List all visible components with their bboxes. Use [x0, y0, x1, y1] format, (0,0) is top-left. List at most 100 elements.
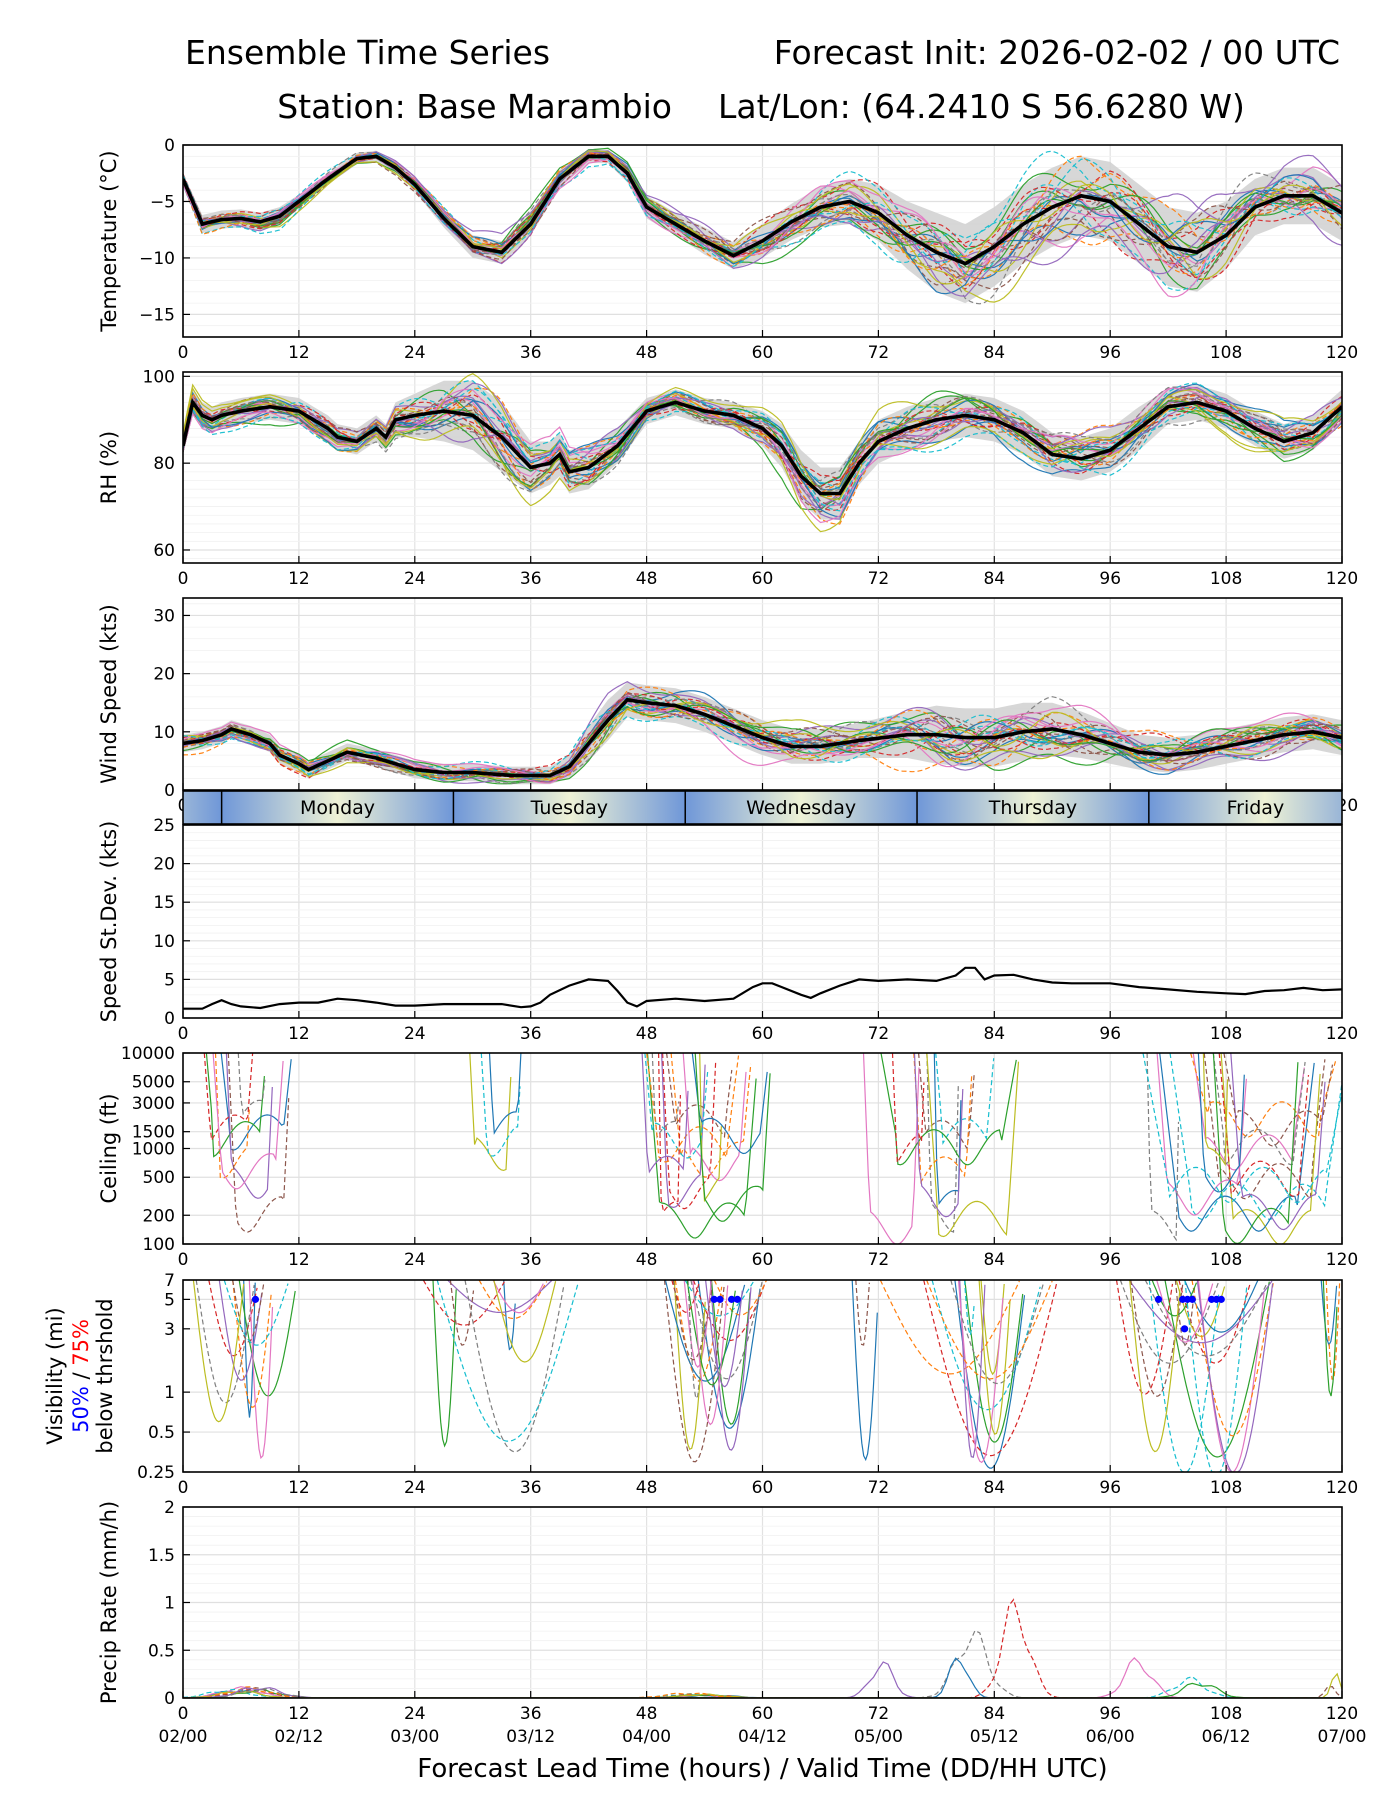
rh-ensemble-mean-line [183, 398, 1342, 496]
day-segment [221, 791, 454, 824]
day-label: Thursday [988, 797, 1077, 819]
visibility-member-line [1184, 1280, 1248, 1472]
speed-stdev-line [183, 966, 1342, 1010]
visibility-75pct-label: 75% [69, 1319, 93, 1366]
visibility-ytick-label: 7 [164, 1271, 175, 1291]
rh-member-line [183, 392, 1342, 507]
rh-xtick-label: 12 [288, 569, 310, 589]
rh-xtick-label: 120 [1326, 569, 1358, 589]
ceiling-member-line [1218, 1053, 1310, 1198]
visibility-50pct-marker [1180, 1325, 1189, 1333]
visibility-member-line [492, 1280, 544, 1314]
rh-xtick-label: 24 [404, 569, 426, 589]
x-axis-title: Forecast Lead Time (hours) / Valid Time … [417, 1754, 1107, 1784]
wind-plot-area [183, 681, 1342, 785]
day-segment [1148, 791, 1342, 824]
visibility-member-line [422, 1280, 505, 1326]
ceiling-member-line [670, 1053, 752, 1178]
valid-time-label: 05/00 [854, 1727, 903, 1747]
ceiling-member-line [1156, 1053, 1247, 1216]
rh-ytick-label: 60 [153, 541, 175, 561]
visibility-member-line [478, 1280, 548, 1320]
visibility-member-line [192, 1280, 245, 1423]
wind-ensemble-mean-line [183, 697, 1342, 778]
wind-member-line [183, 698, 1342, 783]
precip-ytick-label: 2 [164, 1498, 175, 1518]
ceiling-member-line [480, 1053, 521, 1157]
visibility-50pct-marker [251, 1295, 260, 1303]
visibility-ytick-label: 5 [164, 1290, 175, 1310]
temperature-ylabel: Temperature (°C) [97, 150, 121, 332]
ceiling-xtick-label: 36 [520, 1250, 542, 1270]
ceiling-member-line [926, 1053, 959, 1233]
visibility-label-separator: / [69, 1366, 93, 1386]
valid-time-label: 03/00 [390, 1727, 439, 1747]
ceiling-member-line [644, 1053, 709, 1159]
ceiling-member-line [1230, 1053, 1326, 1231]
visibility-member-line [1115, 1280, 1174, 1395]
wind-member-line [183, 693, 1342, 779]
day-label: Tuesday [530, 797, 608, 819]
ceiling-ytick-label: 10000 [121, 1044, 175, 1064]
ceiling-member-line [661, 1053, 706, 1209]
day-band-frame [182, 790, 1343, 825]
visibility-member-line [447, 1280, 553, 1313]
speed_sd-xtick-label: 60 [752, 1024, 774, 1044]
day-segment-sunday [183, 791, 222, 824]
wind-member-line [183, 701, 1342, 781]
wind-member-line [183, 691, 1342, 783]
speed_sd-ytick-label: 10 [153, 932, 175, 952]
visibility-threshold-label: 50% / 75% [69, 1319, 93, 1433]
visibility-xtick-label: 12 [288, 1478, 310, 1498]
ceiling-member-line [1212, 1053, 1299, 1244]
visibility-ytick-label: 1 [164, 1383, 175, 1403]
ceiling-member-line [694, 1053, 771, 1222]
visibility-xtick-label: 0 [178, 1478, 189, 1498]
wind-member-line [183, 703, 1342, 780]
rh-ytick-label: 80 [153, 454, 175, 474]
ceiling-member-line [203, 1053, 254, 1142]
ceiling-member-line [1192, 1053, 1305, 1171]
speed_sd-xtick-label: 0 [178, 1024, 189, 1044]
ceiling-ytick-label: 1000 [132, 1140, 175, 1160]
ceiling-member-line [933, 1053, 962, 1206]
precip-xtick-label: 48 [636, 1704, 658, 1724]
title-left: Ensemble Time Series [185, 33, 550, 72]
visibility-xtick-label: 84 [983, 1478, 1005, 1498]
visibility-member-line [1164, 1280, 1270, 1458]
speed_sd-xtick-label: 12 [288, 1024, 310, 1044]
ceiling-member-line [913, 1053, 973, 1184]
station-label: Station: Base Marambio [277, 87, 672, 126]
speed_sd-plot-area [183, 966, 1342, 1010]
temperature-xtick-label: 84 [983, 343, 1005, 363]
day-band: Monday Tuesday Wednesday Thursday Friday [182, 790, 1343, 825]
visibility-ytick-label: 0.25 [137, 1463, 175, 1483]
visibility-member-line [1148, 1280, 1220, 1472]
ceiling-member-line [212, 1053, 284, 1190]
ceiling-ytick-label: 5000 [132, 1073, 175, 1093]
ceiling-plot-area [203, 1053, 1342, 1244]
visibility-panel: 75 3 1 0.5 0.250 12 24 36 48 60 72 84 96 108 120 Visibi… [43, 1271, 1358, 1498]
rh-xtick-label: 36 [520, 569, 542, 589]
visibility-member-line [232, 1280, 265, 1343]
wind-ylabel: Wind Speed (kts) [97, 604, 121, 784]
ceiling-member-line [1197, 1053, 1245, 1193]
visibility-member-line [950, 1280, 1045, 1385]
precip-xtick-label: 72 [868, 1704, 890, 1724]
visibility-xtick-label: 120 [1326, 1478, 1358, 1498]
visibility-member-line [923, 1280, 1058, 1457]
visibility-xtick-label: 96 [1099, 1478, 1121, 1498]
precip-ytick-label: 1 [164, 1594, 175, 1614]
wind-ytick-label: 20 [153, 665, 175, 685]
ceiling-member-line [880, 1053, 1017, 1166]
speed_sd-xtick-label: 108 [1210, 1024, 1242, 1044]
rh-xtick-label: 96 [1099, 569, 1121, 589]
ceiling-member-line [646, 1053, 757, 1239]
rh-member-line [183, 396, 1342, 485]
ceiling-member-line [469, 1053, 512, 1172]
speed_sd-ytick-label: 20 [153, 855, 175, 875]
ceiling-xtick-label: 108 [1210, 1250, 1242, 1270]
wind-member-line [183, 700, 1342, 777]
temperature-xtick-label: 72 [868, 343, 890, 363]
